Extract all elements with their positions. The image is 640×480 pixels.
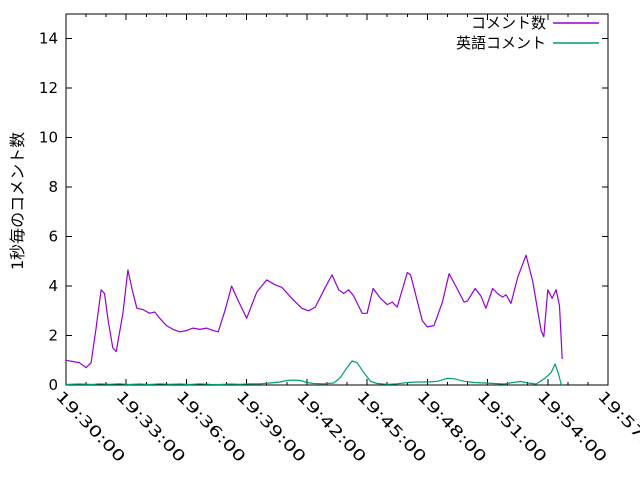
y-tick-label: 10	[39, 129, 58, 147]
series-line-comments	[65, 254, 563, 369]
y-tick-label: 12	[39, 79, 58, 97]
series-line-english-comments	[65, 360, 564, 386]
y-tick-label: 4	[48, 277, 58, 295]
y-tick-label: 0	[48, 376, 58, 394]
legend-label: コメント数	[471, 14, 546, 32]
y-tick-label: 2	[48, 327, 58, 345]
legend-label: 英語コメント	[456, 34, 546, 52]
y-tick-label: 14	[39, 30, 58, 48]
y-tick-label: 8	[48, 178, 58, 196]
y-tick-label: 6	[48, 228, 58, 246]
y-axis-label: 1秒毎のコメント数	[8, 131, 27, 270]
plot-border	[65, 13, 609, 386]
